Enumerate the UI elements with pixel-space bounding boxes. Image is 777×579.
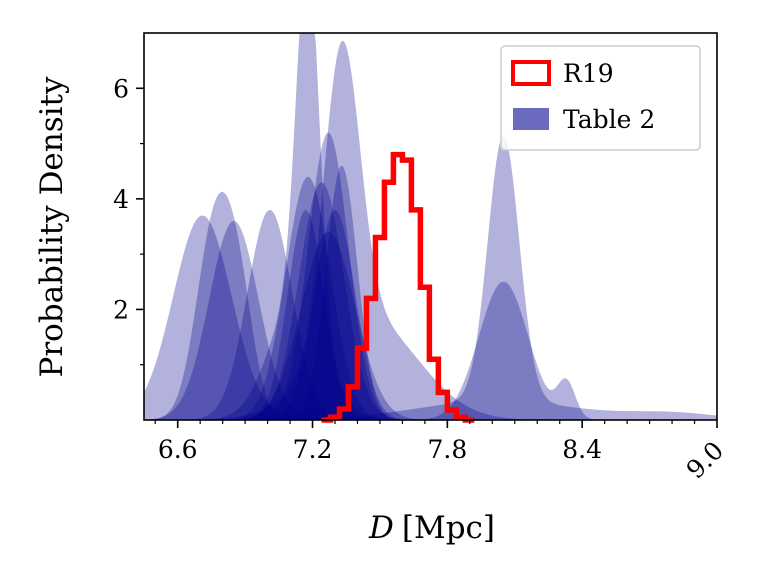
y-tick-label: 4 <box>113 185 129 214</box>
legend-r19-swatch <box>511 60 551 86</box>
table2-density-7 <box>144 210 717 420</box>
legend-r19-label: R19 <box>563 59 614 88</box>
x-axis-title: D [Mpc] <box>368 510 495 546</box>
table2-density-10 <box>144 182 717 420</box>
x-tick-label: 8.4 <box>562 435 602 464</box>
table2-density-3 <box>144 220 717 420</box>
y-tick-label: 6 <box>113 74 129 103</box>
legend-table2-swatch <box>513 108 549 130</box>
x-tick-label: 6.6 <box>158 435 198 464</box>
table2-density-4 <box>144 209 717 420</box>
table2-density-2 <box>144 191 717 420</box>
x-tick-label: 7.2 <box>293 435 333 464</box>
table2-density-13 <box>144 232 717 420</box>
legend-table2-label: Table 2 <box>563 105 655 134</box>
table2-density-fills <box>144 33 717 420</box>
y-tick-label: 2 <box>113 295 129 324</box>
legend: R19 Table 2 <box>500 45 701 151</box>
x-axis-variable: D <box>368 510 394 546</box>
table2-density-6 <box>144 176 717 420</box>
plot-frame <box>143 32 718 421</box>
x-axis-unit: [Mpc] <box>402 510 495 546</box>
y-axis-title: Probability Density <box>34 76 70 378</box>
x-tick-label: 9.0 <box>681 436 730 485</box>
table2-density-1 <box>144 215 717 420</box>
table2-density-5 <box>144 33 717 420</box>
r19-step-histogram <box>321 151 475 423</box>
x-tick-label: 7.8 <box>427 435 467 464</box>
